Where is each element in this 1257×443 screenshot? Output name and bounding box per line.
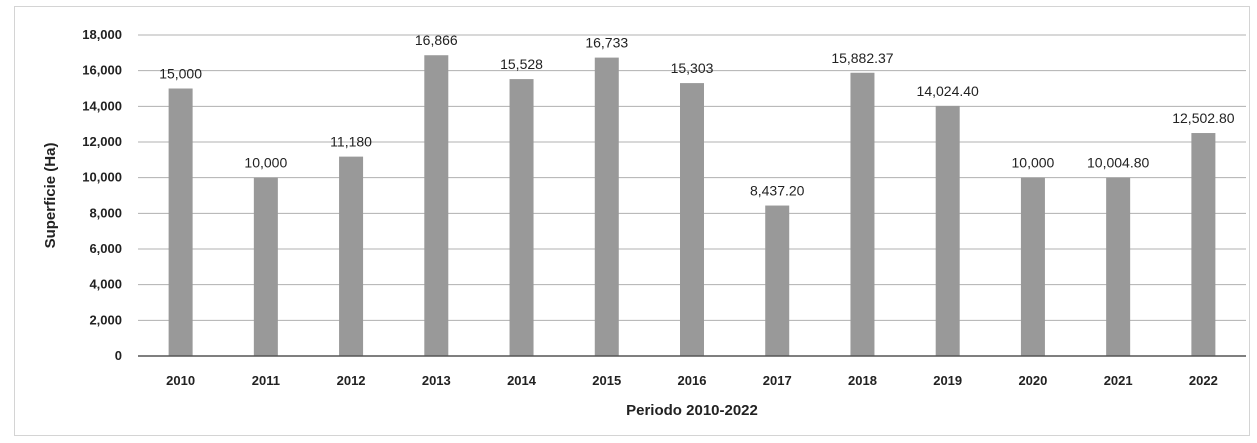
y-tick-label: 0 [115,348,122,363]
data-label: 14,024.40 [917,83,979,99]
x-tick-label: 2022 [1189,373,1218,388]
data-label: 10,000 [1012,155,1055,171]
data-label: 15,882.37 [831,50,893,66]
bar [765,205,790,356]
x-tick-label: 2016 [678,373,707,388]
y-tick-label: 10,000 [82,170,122,185]
bar [594,57,619,356]
x-tick-label: 2012 [337,373,366,388]
y-tick-label: 8,000 [89,205,122,220]
bar [424,55,449,357]
data-label: 16,733 [585,35,628,51]
y-tick-label: 14,000 [82,98,122,113]
x-tick-label: 2017 [763,373,792,388]
bar [168,88,193,356]
bar [339,156,364,356]
bar [1106,177,1131,356]
data-labels: 15,000 10,000 11,180 16,866 15,528 16,733 15,3… [159,32,1235,198]
x-axis-ticks: 2010 2011 2012 2013 2014 2015 2016 2017 2018 2019… [166,373,1218,388]
bar [1191,133,1216,356]
bar [1020,177,1045,356]
bar [680,83,704,356]
x-tick-label: 2013 [422,373,451,388]
data-label: 10,004.80 [1087,155,1149,171]
x-tick-label: 2015 [592,373,621,388]
y-tick-label: 12,000 [82,134,122,149]
data-label: 12,502.80 [1172,110,1234,126]
data-label: 15,000 [159,66,202,82]
x-tick-label: 2020 [1018,373,1047,388]
data-label: 16,866 [415,32,458,48]
data-label: 15,303 [671,60,714,76]
data-label: 10,000 [244,155,287,171]
data-label: 11,180 [330,134,372,150]
bar [935,105,960,357]
y-tick-label: 4,000 [89,277,122,292]
data-label: 15,528 [500,56,543,72]
y-tick-label: 16,000 [82,63,122,78]
y-tick-label: 2,000 [89,312,122,327]
bar [253,177,278,356]
bars [168,55,1216,357]
x-tick-label: 2018 [848,373,877,388]
data-label: 8,437.20 [750,183,805,199]
y-axis-title: Superficie (Ha) [42,143,59,249]
y-tick-label: 6,000 [89,241,122,256]
bar [509,79,534,357]
x-tick-label: 2021 [1104,373,1133,388]
x-tick-label: 2011 [252,373,280,388]
y-tick-label: 18,000 [82,27,122,42]
y-axis-ticks: 0 2,000 4,000 6,000 8,000 10,000 12,000 14,000 1… [82,27,122,363]
x-tick-label: 2014 [507,373,537,388]
x-tick-label: 2019 [933,373,962,388]
x-tick-label: 2010 [166,373,195,388]
x-axis-title: Periodo 2010-2022 [626,402,758,419]
bar [850,72,875,356]
